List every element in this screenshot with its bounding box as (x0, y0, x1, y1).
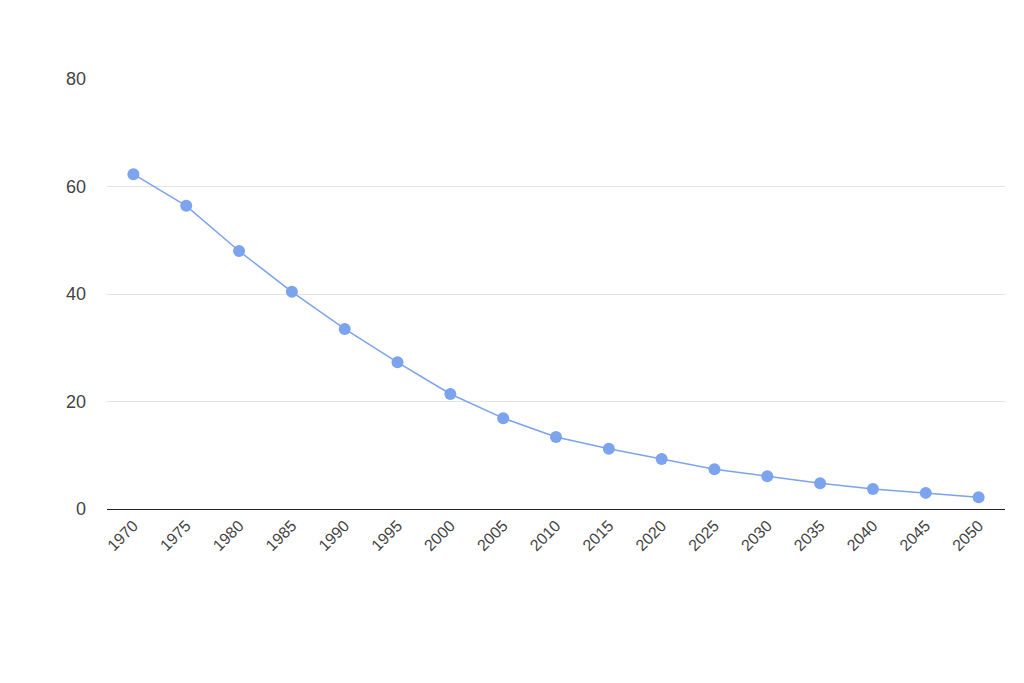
svg-text:1980: 1980 (210, 517, 247, 554)
svg-text:2045: 2045 (896, 517, 933, 554)
svg-text:2010: 2010 (527, 517, 564, 554)
svg-text:2020: 2020 (632, 517, 669, 554)
svg-text:40: 40 (66, 284, 86, 304)
svg-text:0: 0 (76, 499, 86, 519)
svg-text:1970: 1970 (104, 517, 141, 554)
svg-text:2030: 2030 (738, 517, 775, 554)
svg-text:60: 60 (66, 177, 86, 197)
svg-text:1985: 1985 (262, 517, 299, 554)
svg-text:2025: 2025 (685, 517, 722, 554)
svg-text:1995: 1995 (368, 517, 405, 554)
svg-text:2040: 2040 (844, 517, 881, 554)
svg-text:1990: 1990 (315, 517, 352, 554)
svg-text:2015: 2015 (579, 517, 616, 554)
svg-text:2000: 2000 (421, 517, 458, 554)
svg-text:20: 20 (66, 392, 86, 412)
svg-text:2050: 2050 (949, 517, 986, 554)
svg-text:80: 80 (66, 69, 86, 89)
svg-text:2035: 2035 (791, 517, 828, 554)
svg-text:1975: 1975 (157, 517, 194, 554)
svg-text:2005: 2005 (474, 517, 511, 554)
